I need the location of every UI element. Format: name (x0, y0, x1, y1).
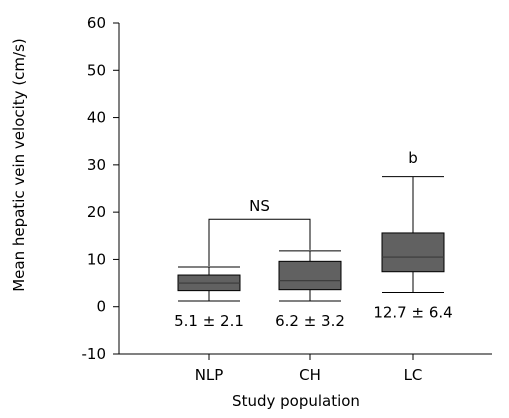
y-tick-label: 0 (96, 298, 106, 316)
y-tick-label: 30 (87, 156, 106, 174)
significance-label: b (408, 149, 418, 167)
box-annotation: 6.2 ± 3.2 (275, 312, 345, 330)
box-group: 6.2 ± 3.2 (275, 250, 345, 330)
x-tick-label: CH (299, 366, 321, 384)
x-tick-label: NLP (195, 366, 224, 384)
y-tick-label: -10 (82, 345, 107, 363)
y-tick-label: 10 (87, 250, 106, 268)
axes: -10 0 10 20 30 40 50 60 NLP CH LC (82, 14, 492, 384)
y-axis-label: Mean hepatic vein velocity (cm/s) (10, 38, 28, 292)
y-tick-label: 20 (87, 203, 106, 221)
y-tick-label: 40 (87, 109, 106, 127)
plot-area: 5.1 ± 2.1 6.2 ± 3.2 12.7 ± 6.4 NS b (174, 149, 453, 330)
x-axis-label: Study population (232, 392, 360, 410)
significance-bracket (208, 218, 311, 266)
box-group: 12.7 ± 6.4 (373, 176, 453, 322)
x-tick-label: LC (404, 366, 423, 384)
box (278, 260, 342, 291)
box-group: 5.1 ± 2.1 (174, 266, 244, 330)
y-tick-label: 50 (87, 61, 106, 79)
significance-label: NS (249, 197, 270, 215)
box (381, 232, 445, 273)
box-annotation: 5.1 ± 2.1 (174, 312, 244, 330)
box-annotation: 12.7 ± 6.4 (373, 304, 452, 322)
y-tick-label: 60 (87, 14, 106, 32)
